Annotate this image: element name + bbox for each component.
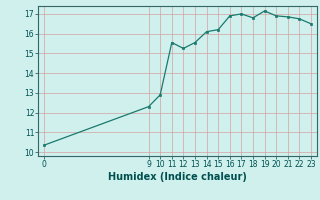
X-axis label: Humidex (Indice chaleur): Humidex (Indice chaleur) <box>108 172 247 182</box>
